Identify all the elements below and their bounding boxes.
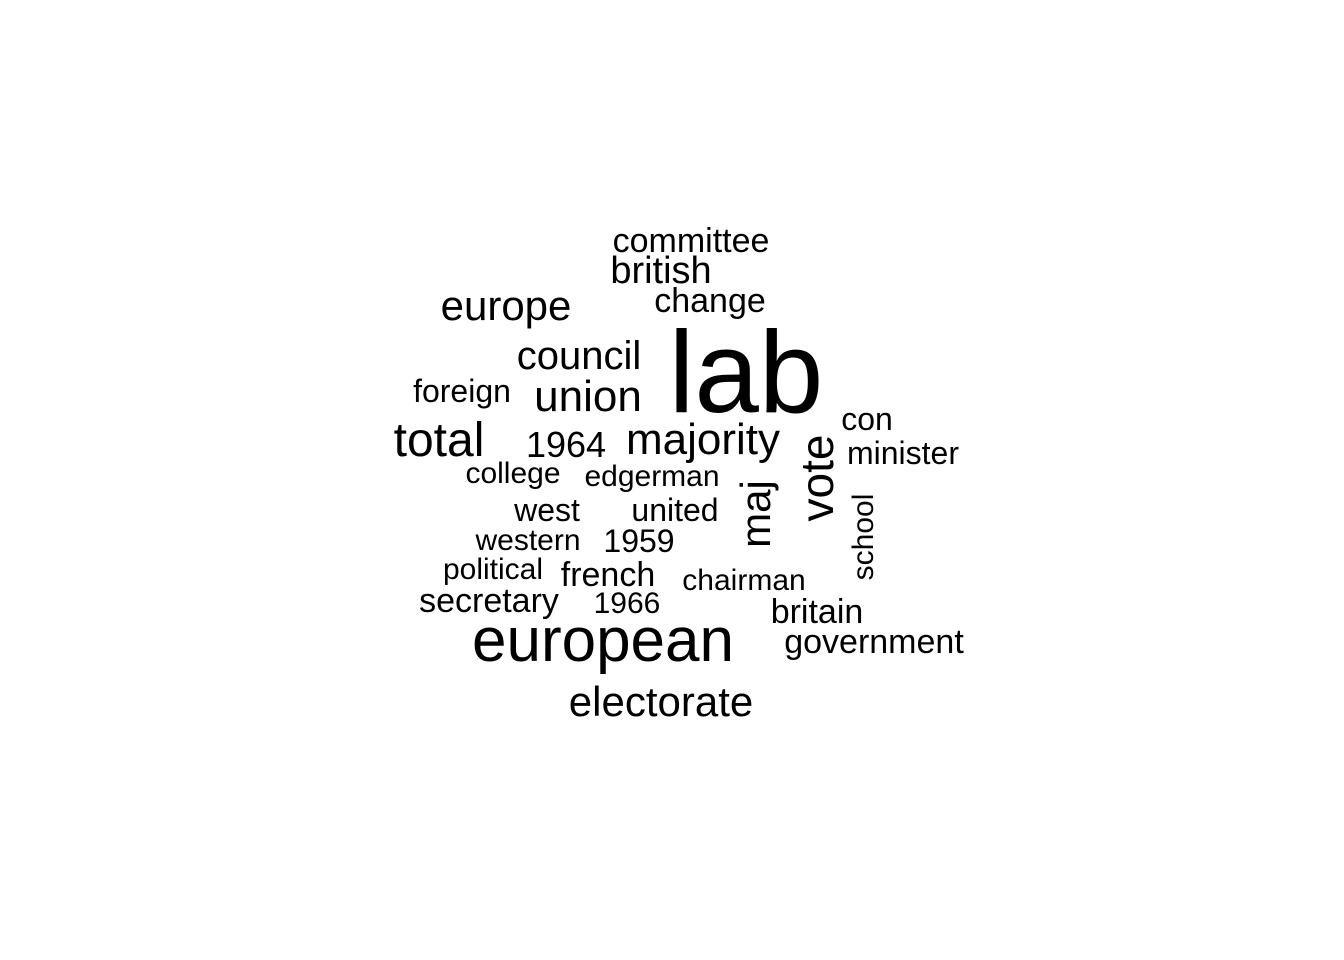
word-west: west <box>514 492 580 528</box>
word-electorate: electorate <box>568 678 754 725</box>
word-british: british <box>610 250 712 292</box>
word-chairman: chairman <box>682 564 806 597</box>
word-con: con <box>841 401 893 437</box>
word-college: college <box>465 457 561 490</box>
word-school: school <box>847 493 880 581</box>
word-united: united <box>631 492 719 528</box>
word-union: union <box>534 372 642 421</box>
word-political: political <box>442 553 544 586</box>
word-edgerman: edgerman <box>584 460 720 493</box>
word-western: western <box>475 524 581 557</box>
word-total: total <box>393 414 485 467</box>
word-europe: europe <box>440 282 572 329</box>
word-secretary: secretary <box>419 582 559 620</box>
word-vote: vote <box>791 434 843 522</box>
word-european: european <box>471 606 735 675</box>
word-french: french <box>560 556 656 594</box>
word-1966: 1966 <box>593 587 661 620</box>
word-foreign: foreign <box>413 373 511 409</box>
word-majority: majority <box>625 415 781 464</box>
word-council: council <box>516 334 642 378</box>
word-britain: britain <box>770 593 864 631</box>
word-change: change <box>654 282 766 320</box>
word-maj: maj <box>732 480 779 548</box>
word-1959: 1959 <box>603 523 675 559</box>
word-committee: committee <box>612 222 770 260</box>
word-government: government <box>784 623 964 661</box>
word-lab: lab <box>668 307 824 437</box>
word-minister: minister <box>846 435 960 471</box>
word-1964: 1964 <box>525 424 607 465</box>
